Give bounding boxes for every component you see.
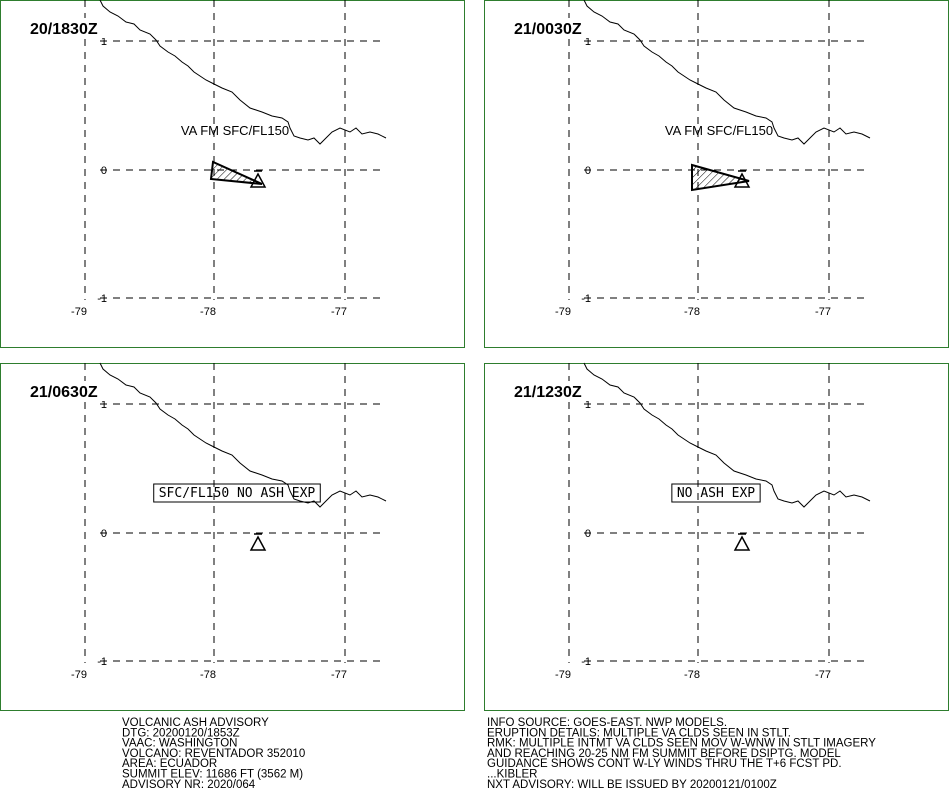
- panel-border: [0, 363, 465, 711]
- volcano-symbol: [249, 533, 267, 551]
- map-panel: -79 -78 -77 1 0 -1 20/1830Z VA FM SFC/FL150: [0, 0, 465, 348]
- lat-label: -1: [581, 656, 591, 668]
- annotation-box: [671, 483, 761, 503]
- volcano-symbol: [249, 170, 267, 188]
- time-bg: [28, 381, 106, 401]
- lat-label: 0: [585, 165, 591, 177]
- lon-label: -78: [200, 306, 216, 318]
- map-panel: -79 -78 -77 1 0 -1 21/0630Z SFC/FL150 NO ASH EX…: [0, 362, 465, 711]
- annotation: VA FM SFC/FL150: [665, 123, 773, 138]
- advisory-line: AND REACHING 20-25 NM FM SUMMIT BEFORE D…: [487, 748, 841, 760]
- volcano-symbol: [733, 533, 751, 551]
- advisory-line: DTG: 20200120/1853Z: [122, 727, 240, 739]
- lat-label: 0: [101, 165, 107, 177]
- lon-label: -79: [71, 306, 87, 318]
- lat-label: 1: [585, 36, 591, 48]
- lon-label: -77: [815, 669, 831, 681]
- annotation: VA FM SFC/FL150: [181, 123, 289, 138]
- lon-label: -78: [684, 306, 700, 318]
- time-bg: [28, 18, 106, 38]
- advisory-line: SUMMIT ELEV: 11686 FT (3562 M): [122, 769, 303, 781]
- annotation-box: [153, 483, 321, 503]
- lat-label: -1: [97, 293, 107, 305]
- time-bg: [512, 18, 590, 38]
- annotation: NO ASH EXP: [677, 486, 755, 501]
- panel-border: [484, 363, 949, 711]
- advisory-line: VOLCANIC ASH ADVISORY: [122, 717, 269, 729]
- advisory-line: GUIDANCE SHOWS CONT W-LY WINDS THRU THE …: [487, 758, 842, 770]
- advisory-line: RMK: MULTIPLE INTMT VA CLDS SEEN MOV W-W…: [487, 738, 876, 750]
- valid-time: 21/0030Z: [514, 21, 582, 38]
- lat-label: 1: [101, 36, 107, 48]
- advisory-line: NXT ADVISORY: WILL BE ISSUED BY 20200121…: [487, 779, 777, 791]
- lon-label: -79: [555, 669, 571, 681]
- lat-label: 0: [101, 528, 107, 540]
- lon-label: -77: [815, 306, 831, 318]
- coastline: [583, 362, 871, 508]
- lon-label: -77: [331, 306, 347, 318]
- advisory-line: INFO SOURCE: GOES-EAST. NWP MODELS.: [487, 717, 727, 729]
- ash-area: [691, 163, 750, 192]
- advisory-line: VOLCANO: REVENTADOR 352010: [122, 748, 305, 760]
- annotation: SFC/FL150 NO ASH EXP: [159, 486, 316, 501]
- advisory-line: ...KIBLER: [487, 769, 538, 781]
- lat-label: -1: [581, 293, 591, 305]
- valid-time: 21/0630Z: [30, 384, 98, 401]
- coastline: [99, 0, 387, 145]
- volcano-symbol: [733, 170, 751, 188]
- lat-label: 1: [585, 399, 591, 411]
- ash-area: [209, 160, 263, 185]
- coastline: [99, 362, 387, 508]
- lon-label: -79: [71, 669, 87, 681]
- advisory-line: ADVISORY NR: 2020/064: [122, 779, 256, 791]
- coastline: [583, 0, 871, 145]
- valid-time: 20/1830Z: [30, 21, 98, 38]
- lat-label: 1: [101, 399, 107, 411]
- advisory-line: ERUPTION DETAILS: MULTIPLE VA CLDS SEEN …: [487, 727, 791, 739]
- lon-label: -78: [200, 669, 216, 681]
- time-bg: [512, 381, 590, 401]
- lat-label: -1: [97, 656, 107, 668]
- lon-label: -77: [331, 669, 347, 681]
- lon-label: -78: [684, 669, 700, 681]
- advisory-line: VAAC: WASHINGTON: [122, 738, 237, 750]
- valid-time: 21/1230Z: [514, 384, 582, 401]
- map-panel: -79 -78 -77 1 0 -1 21/0030Z VA FM SFC/FL150: [484, 0, 949, 348]
- advisory-line: AREA: ECUADOR: [122, 758, 217, 770]
- lat-label: 0: [585, 528, 591, 540]
- map-panel: -79 -78 -77 1 0 -1 21/1230Z NO ASH EXP: [484, 362, 949, 711]
- lon-label: -79: [555, 306, 571, 318]
